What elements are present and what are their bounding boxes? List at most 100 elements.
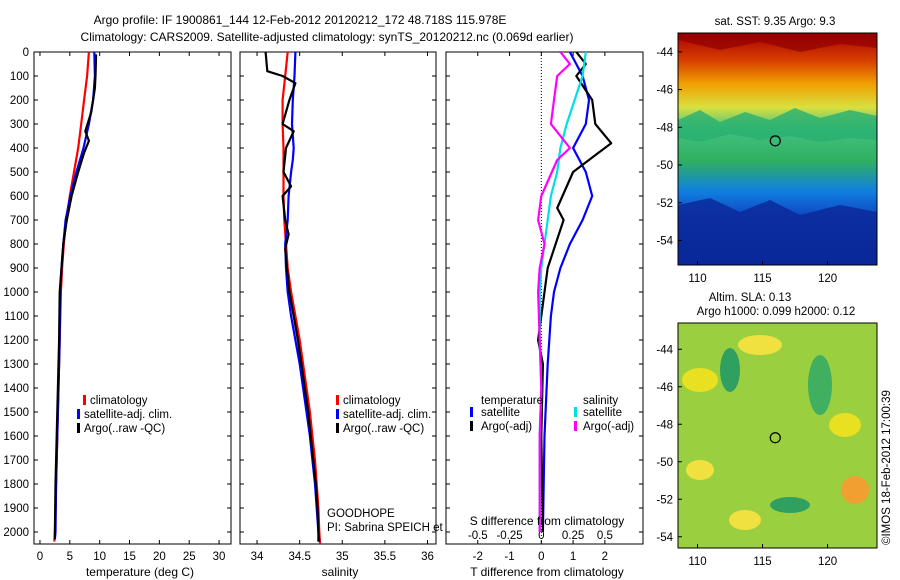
legend-swatch-satellite [77, 409, 80, 419]
sst-front-band [678, 108, 877, 142]
x-tick-label: 0 [37, 551, 43, 563]
s-diff-tick-label: -0.25 [496, 530, 522, 542]
sst-map-panel: sat. SST: 9.35 Argo: 9.3 110 115 120 -44 -46… [656, 16, 878, 285]
sst-warm-region [678, 33, 877, 52]
legend-label-argo: Argo(..raw -QC) [84, 423, 165, 435]
depth-tick-label: 600 [10, 191, 29, 203]
difference-panel: -2 -1 0 1 2 -0.5 -0.25 0 0.25 0.5 T difference f… [445, 51, 644, 579]
map-y-tick-label: -46 [656, 382, 673, 394]
sst-map-axes: 110 115 120 -44 -46 -48 -50 -52 -54 [656, 47, 837, 285]
project-annotation: GOODHOPE [327, 508, 395, 520]
temperature-lines [53, 52, 98, 542]
depth-tick-label: 1600 [3, 431, 29, 443]
legend-swatch-temp-argo [470, 421, 473, 431]
salinity-x-axis: 34 34.5 35 35.5 36 [240, 51, 436, 563]
x-tick-label: 2 [602, 551, 608, 563]
x-tick-label: 34 [251, 551, 264, 563]
s-diff-tick-label: -0.5 [468, 530, 488, 542]
depth-tick-label: 1200 [3, 335, 29, 347]
series-line [264, 52, 320, 542]
salinity-lines [264, 52, 322, 544]
sla-map-panel: Altim. SLA: 0.13 Argo h1000: 0.099 h2000… [656, 292, 878, 568]
t-difference-x-label: T difference from climatology [470, 565, 624, 579]
s-diff-tick-label: 0 [538, 530, 544, 542]
depth-axis: 0 100 200 300 400 500 600 700 800 900 1000 1100 1200… [3, 47, 231, 539]
s-diff-tick-label: 0.5 [597, 530, 613, 542]
s-diff-tick-label: 0.25 [562, 530, 584, 542]
temperature-x-label: temperature (deg C) [86, 565, 194, 579]
depth-tick-label: 1000 [3, 287, 29, 299]
map-x-tick-label: 110 [688, 556, 706, 568]
sla-anomaly [829, 413, 861, 437]
sla-map-axes: 110 115 120 -44 -46 -48 -50 -52 -54 [656, 344, 837, 568]
sla-map-title: Altim. SLA: 0.13 [709, 292, 791, 304]
x-tick-label: 1 [570, 551, 576, 563]
legend-label-satellite: satellite-adj. clim. [84, 409, 172, 421]
x-tick-label: 20 [153, 551, 166, 563]
map-x-tick-label: 115 [753, 556, 771, 568]
legend-heading-salinity: salinity [583, 395, 618, 407]
map-y-tick-label: -44 [656, 344, 673, 356]
map-y-tick-label: -46 [656, 85, 673, 97]
depth-tick-label: 1900 [3, 503, 29, 515]
figure-title: Argo profile: IF 1900861_144 12-Feb-2012… [94, 13, 507, 27]
x-tick-label: 10 [93, 551, 106, 563]
t-difference-x-axis: -2 -1 0 1 2 [446, 51, 643, 563]
map-y-tick-label: -48 [656, 419, 673, 431]
x-tick-label: 35.5 [374, 551, 396, 563]
depth-tick-label: 500 [10, 167, 29, 179]
temperature-axes-frame [33, 51, 232, 545]
depth-tick-label: 0 [23, 47, 29, 59]
legend-label-climatology: climatology [90, 395, 148, 407]
x-tick-label: 25 [183, 551, 196, 563]
sla-anomaly [841, 476, 869, 504]
map-y-tick-label: -50 [656, 457, 673, 469]
legend-swatch-argo [336, 423, 339, 433]
series-line [281, 52, 322, 544]
map-y-tick-label: -44 [656, 47, 673, 59]
series-line [536, 52, 572, 532]
sla-map-subtitle: Argo h1000: 0.099 h2000: 0.12 [697, 306, 856, 318]
map-y-tick-label: -54 [656, 235, 673, 247]
x-tick-label: 36 [421, 551, 434, 563]
temperature-panel: 0100200300400500600700800900100011001200… [3, 47, 232, 579]
series-line [53, 54, 98, 540]
salinity-panel: 34 34.5 35 35.5 36 salinity climatology sate… [239, 51, 522, 579]
legend-swatch-satellite [336, 409, 339, 419]
sla-anomaly [738, 335, 782, 355]
map-x-tick-label: 120 [818, 273, 837, 285]
legend-label-sal-argo: Argo(-adj) [583, 421, 634, 433]
temperature-x-axis: 0 5 10 15 20 25 30 [37, 52, 226, 563]
map-y-tick-label: -50 [656, 160, 673, 172]
map-y-tick-label: -48 [656, 122, 673, 134]
map-y-tick-label: -52 [656, 198, 673, 210]
x-tick-label: 0 [538, 551, 544, 563]
temperature-legend: climatology satellite-adj. clim. Argo(..… [77, 395, 172, 435]
legend-label-sal-satellite: satellite [583, 407, 622, 419]
depth-tick-label: 1800 [3, 479, 29, 491]
sla-anomaly [808, 355, 832, 415]
series-line [541, 52, 594, 533]
sla-anomaly [729, 510, 761, 530]
difference-lines [536, 52, 613, 533]
sst-map-title: sat. SST: 9.35 Argo: 9.3 [715, 16, 836, 28]
legend-swatch-temp-satellite [470, 407, 473, 417]
sst-cold-region [678, 198, 877, 265]
x-tick-label: -1 [504, 551, 514, 563]
map-y-tick-label: -52 [656, 494, 673, 506]
depth-tick-label: 700 [10, 215, 29, 227]
sla-anomaly [686, 460, 714, 480]
difference-legend: temperature salinity satellite Argo(-adj… [470, 395, 634, 433]
argo-location-marker [769, 135, 781, 147]
salinity-x-label: salinity [322, 565, 359, 579]
argo-location-marker [769, 432, 781, 444]
sla-anomaly [720, 348, 740, 392]
s-difference-top-axis: -0.5 -0.25 0 0.25 0.5 [468, 530, 613, 542]
legend-label-temp-argo: Argo(-adj) [481, 421, 532, 433]
credit-text: ©IMOS 18-Feb-2012 17:00:39 [881, 390, 893, 545]
x-tick-label: 30 [213, 551, 226, 563]
sla-anomaly [770, 497, 810, 513]
salinity-axes-frame [239, 51, 437, 545]
legend-label-temp-satellite: satellite [481, 407, 520, 419]
